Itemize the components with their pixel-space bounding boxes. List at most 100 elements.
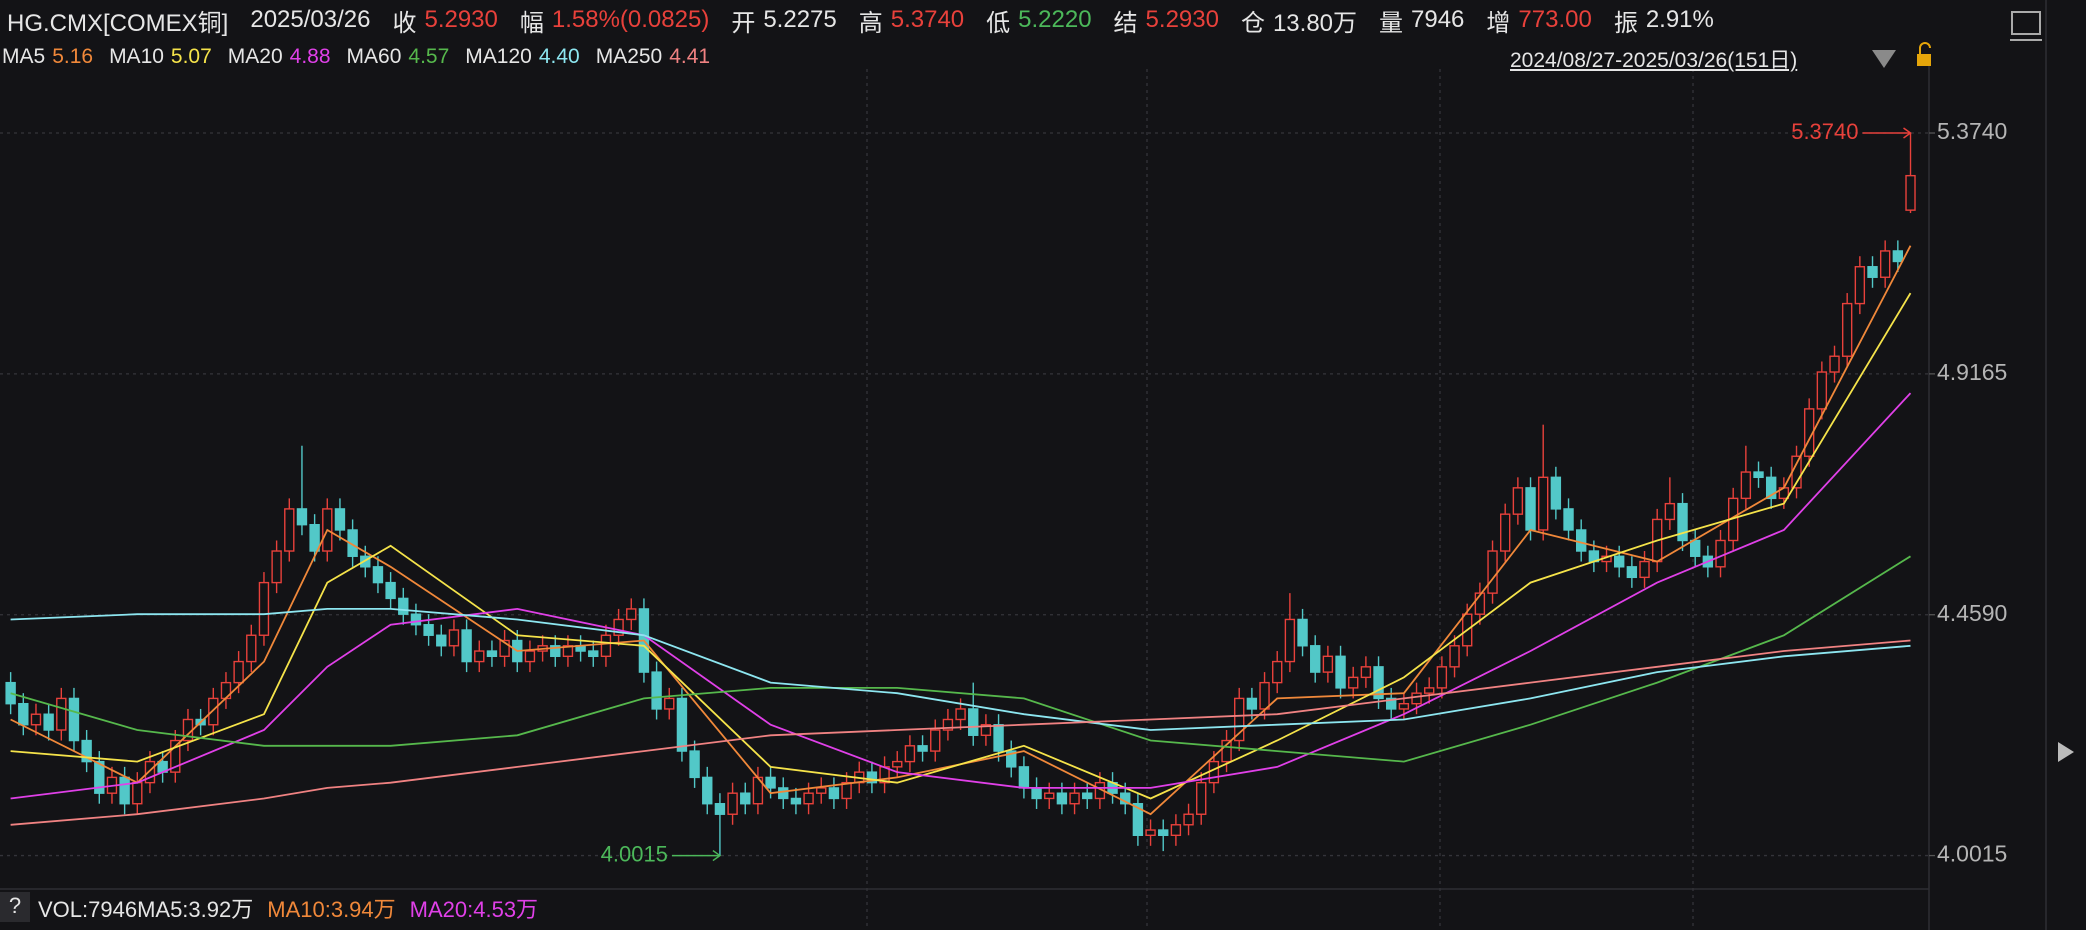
candle-body xyxy=(1677,502,1688,542)
candle xyxy=(81,730,92,773)
ma-legend: MA5 5.16 MA10 5.07 MA20 4.88 MA60 4.57 MA120 4.40… xyxy=(2,44,726,70)
candle xyxy=(436,624,447,657)
candle xyxy=(1272,651,1283,694)
wp-icon-box[interactable] xyxy=(2011,11,2041,35)
candle-body xyxy=(1487,550,1498,594)
extreme-label: 5.3740 xyxy=(1791,119,1858,144)
lock-icon[interactable] xyxy=(1917,42,1931,66)
candle-body xyxy=(841,781,852,800)
quote-header: HG.CMX[COMEX铜] 2025/03/26 收 5.2930 幅 1.58%(… xyxy=(7,4,1736,37)
candle-body xyxy=(18,702,29,726)
candle-body xyxy=(296,508,308,526)
candle xyxy=(372,556,384,594)
candle-body xyxy=(208,697,219,726)
candle-body xyxy=(727,792,738,815)
quote-label: 结 xyxy=(1113,9,1138,37)
candle xyxy=(1563,498,1574,541)
candle xyxy=(385,572,396,609)
y-tick-label: 5.3740 xyxy=(1937,118,2007,144)
candle xyxy=(398,587,409,625)
candle xyxy=(1879,240,1891,288)
candle-body xyxy=(1512,487,1524,515)
candle xyxy=(1449,635,1460,678)
candle xyxy=(1740,445,1752,509)
extreme-label: 4.0015 xyxy=(601,841,668,866)
side-expand[interactable] xyxy=(2058,742,2074,762)
candle xyxy=(1892,240,1904,272)
candle xyxy=(689,740,700,788)
quote-value: 773.00 xyxy=(1518,6,1592,33)
ma-legend-value: 4.41 xyxy=(669,45,711,68)
candle-body xyxy=(1031,787,1042,800)
candle-body xyxy=(778,787,789,800)
candle-body xyxy=(1879,250,1891,278)
candle-body xyxy=(1018,766,1030,789)
date-range[interactable]: 2024/08/27-2025/03/26(151日) xyxy=(1510,49,1798,72)
candle xyxy=(43,703,54,741)
candle-body xyxy=(68,697,80,742)
quote-value: 5.2220 xyxy=(1018,6,1092,33)
candle-body xyxy=(1069,792,1080,805)
candle xyxy=(828,777,840,809)
candle-body xyxy=(1056,792,1068,805)
candle xyxy=(562,635,574,667)
candle-body xyxy=(1639,560,1650,579)
candle xyxy=(651,661,662,720)
candle-body xyxy=(1765,476,1777,500)
volume-legend-item: VOL:7946MA5:3.92万 xyxy=(38,897,254,922)
candle-body xyxy=(904,745,916,763)
range-dropdown[interactable] xyxy=(1872,50,1896,68)
candle-body xyxy=(702,776,713,805)
candle-body xyxy=(246,634,257,663)
candle xyxy=(740,782,751,815)
candle-body xyxy=(664,697,675,710)
quote-value: 5.2275 xyxy=(763,6,837,33)
candle-body xyxy=(258,581,270,636)
help-button[interactable]: ? xyxy=(0,892,30,922)
candle xyxy=(1183,803,1194,836)
extreme-arrow xyxy=(712,849,722,862)
candle-body xyxy=(1158,829,1169,837)
ma-legend-value: 4.57 xyxy=(408,45,450,68)
candle-body xyxy=(1348,676,1359,689)
candle-body xyxy=(1044,792,1055,800)
candle xyxy=(271,540,282,594)
candle-body xyxy=(385,581,396,600)
candle-body xyxy=(1145,829,1156,837)
candle xyxy=(930,719,941,762)
candle xyxy=(1335,645,1346,699)
candle-body xyxy=(1575,529,1587,552)
candle xyxy=(474,640,485,673)
ma-legend-name: MA120 xyxy=(465,45,532,68)
candle xyxy=(1854,256,1866,315)
candle xyxy=(208,687,219,736)
candle xyxy=(1234,687,1245,752)
candle-body xyxy=(930,729,941,752)
help-box[interactable] xyxy=(0,892,30,922)
wp-icon[interactable] xyxy=(2010,11,2042,41)
candle xyxy=(600,624,612,667)
candle-body xyxy=(233,660,244,684)
candle-body xyxy=(43,713,54,731)
candle-body xyxy=(1297,618,1308,647)
ma-line xyxy=(10,392,1912,800)
ma-line xyxy=(10,292,1912,800)
candle-body xyxy=(600,634,612,658)
lock-body[interactable] xyxy=(1917,54,1931,66)
candle xyxy=(790,787,802,815)
candle-body xyxy=(626,608,637,621)
candle-body xyxy=(1082,792,1093,800)
candle-body xyxy=(1436,666,1448,689)
candle-body xyxy=(1753,471,1764,479)
y-tick-label: 4.0015 xyxy=(1937,841,2007,867)
candle-body xyxy=(524,650,536,663)
candle-body xyxy=(1816,371,1828,410)
candle-body xyxy=(499,639,510,658)
candle-body xyxy=(955,708,966,721)
candle-body xyxy=(94,760,105,794)
candle xyxy=(486,640,498,667)
candle-body xyxy=(1373,666,1384,700)
candle-body xyxy=(651,671,662,710)
quote-label: 量 xyxy=(1379,9,1404,37)
